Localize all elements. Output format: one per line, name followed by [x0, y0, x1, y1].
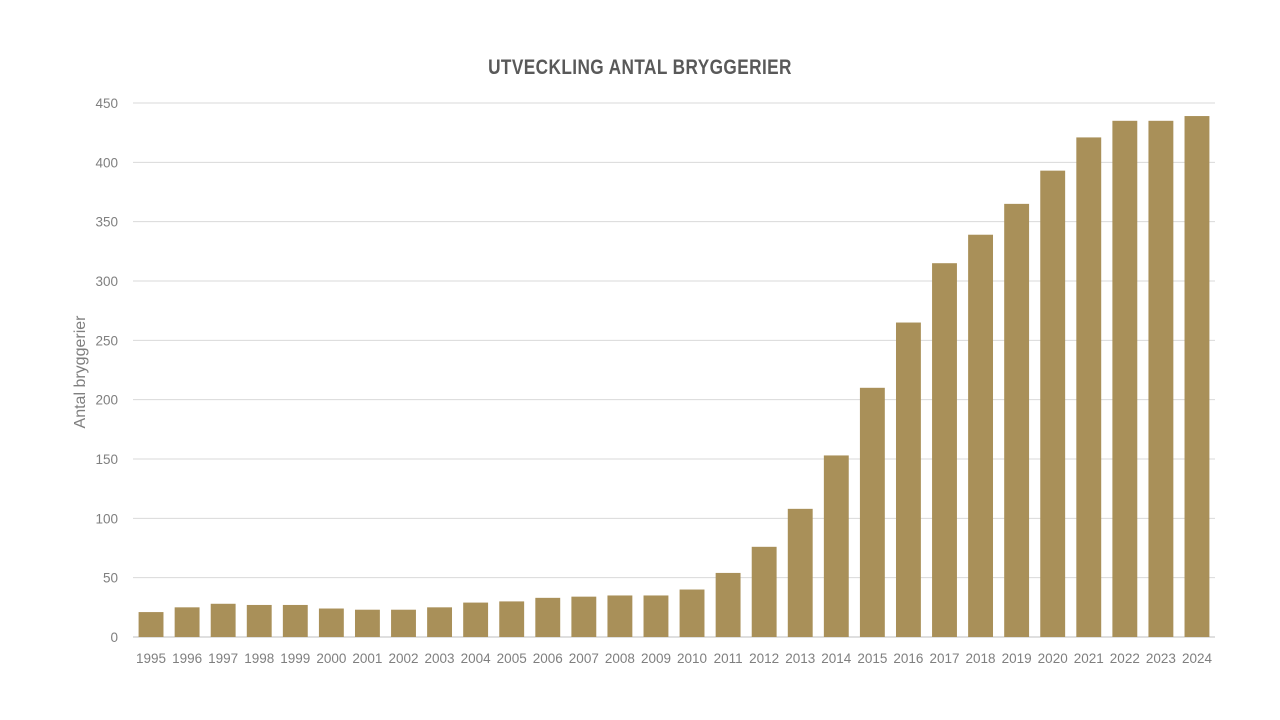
bar-1997: [210, 603, 236, 637]
x-tick-label: 2006: [533, 651, 563, 666]
y-tick-label: 400: [95, 155, 118, 170]
y-tick-label: 100: [95, 511, 118, 526]
x-tick-label: 2022: [1110, 651, 1140, 666]
bar-2021: [1076, 137, 1102, 637]
bar-1995: [138, 612, 164, 637]
bar-2008: [607, 595, 633, 637]
bar-2006: [535, 597, 561, 637]
bar-1996: [174, 607, 200, 637]
x-tick-label: 1995: [136, 651, 166, 666]
bar-2002: [391, 609, 416, 637]
bar-2018: [968, 234, 994, 637]
bar-2024: [1184, 116, 1210, 637]
x-tick-label: 2000: [316, 651, 346, 666]
y-tick-label: 0: [110, 630, 118, 645]
bar-2000: [318, 608, 344, 637]
bar-1999: [282, 604, 308, 637]
bar-2013: [787, 508, 813, 637]
y-tick-label: 450: [95, 96, 118, 111]
bar-2009: [643, 595, 669, 637]
x-tick-label: 2023: [1146, 651, 1176, 666]
x-tick-label: 2010: [677, 651, 707, 666]
bar-2020: [1040, 170, 1066, 637]
y-tick-label: 350: [95, 215, 118, 230]
x-tick-label: 2005: [497, 651, 527, 666]
bar-2019: [1004, 203, 1030, 637]
bar-2016: [895, 322, 921, 637]
x-tick-label: 2014: [821, 651, 852, 666]
x-tick-label: 2013: [785, 651, 815, 666]
x-tick-label: 2021: [1074, 651, 1104, 666]
x-tick-label: 2011: [714, 651, 743, 666]
x-tick-label: 2007: [569, 651, 599, 666]
bar-2004: [463, 602, 489, 637]
x-tick-label: 2003: [425, 651, 455, 666]
x-tick-label: 2002: [388, 651, 418, 666]
bars: [138, 116, 1210, 638]
x-tick-label: 2017: [929, 651, 959, 666]
bar-2014: [823, 455, 849, 637]
bar-2001: [354, 609, 380, 637]
x-tick-label: 2020: [1038, 651, 1068, 666]
bar-2022: [1112, 120, 1138, 638]
x-tick-label: 1997: [208, 651, 238, 666]
x-tick-label: 2004: [461, 651, 492, 666]
y-tick-label: 50: [103, 571, 118, 586]
y-tick-label: 150: [95, 452, 118, 467]
bar-2010: [679, 589, 705, 637]
y-tick-labels: 0 50 100 150 200 250 300 350 400 450: [95, 96, 118, 645]
y-tick-label: 200: [95, 393, 118, 408]
x-tick-label: 1996: [172, 651, 202, 666]
x-tick-label: 1999: [280, 651, 310, 666]
x-tick-label: 2001: [352, 651, 382, 666]
bar-2003: [427, 607, 453, 637]
bar-2007: [571, 596, 597, 637]
x-tick-label: 2008: [605, 651, 635, 666]
y-tick-label: 250: [95, 333, 118, 348]
x-tick-label: 2016: [893, 651, 923, 666]
y-tick-label: 300: [95, 274, 118, 289]
bar-2011: [715, 572, 741, 637]
y-axis-title: Antal bryggerier: [72, 315, 89, 429]
x-tick-label: 2015: [857, 651, 887, 666]
bar-1998: [246, 604, 272, 637]
bar-2015: [859, 387, 885, 637]
bar-2017: [932, 263, 957, 637]
x-tick-label: 2012: [749, 651, 779, 666]
x-tick-label: 2009: [641, 651, 671, 666]
bar-2012: [751, 546, 777, 637]
chart-title: UTVECKLING ANTAL BRYGGERIER: [488, 56, 792, 79]
x-tick-label: 2019: [1002, 651, 1032, 666]
x-tick-label: 2024: [1182, 651, 1213, 666]
x-tick-label: 2018: [966, 651, 996, 666]
bar-2023: [1148, 120, 1174, 638]
x-tick-label: 1998: [244, 651, 274, 666]
gridlines: [133, 102, 1215, 638]
x-tick-labels: 1995 1996 1997 1998 1999 2000 2001 2002 2003 2004…: [136, 651, 1212, 666]
bar-2005: [499, 601, 525, 637]
